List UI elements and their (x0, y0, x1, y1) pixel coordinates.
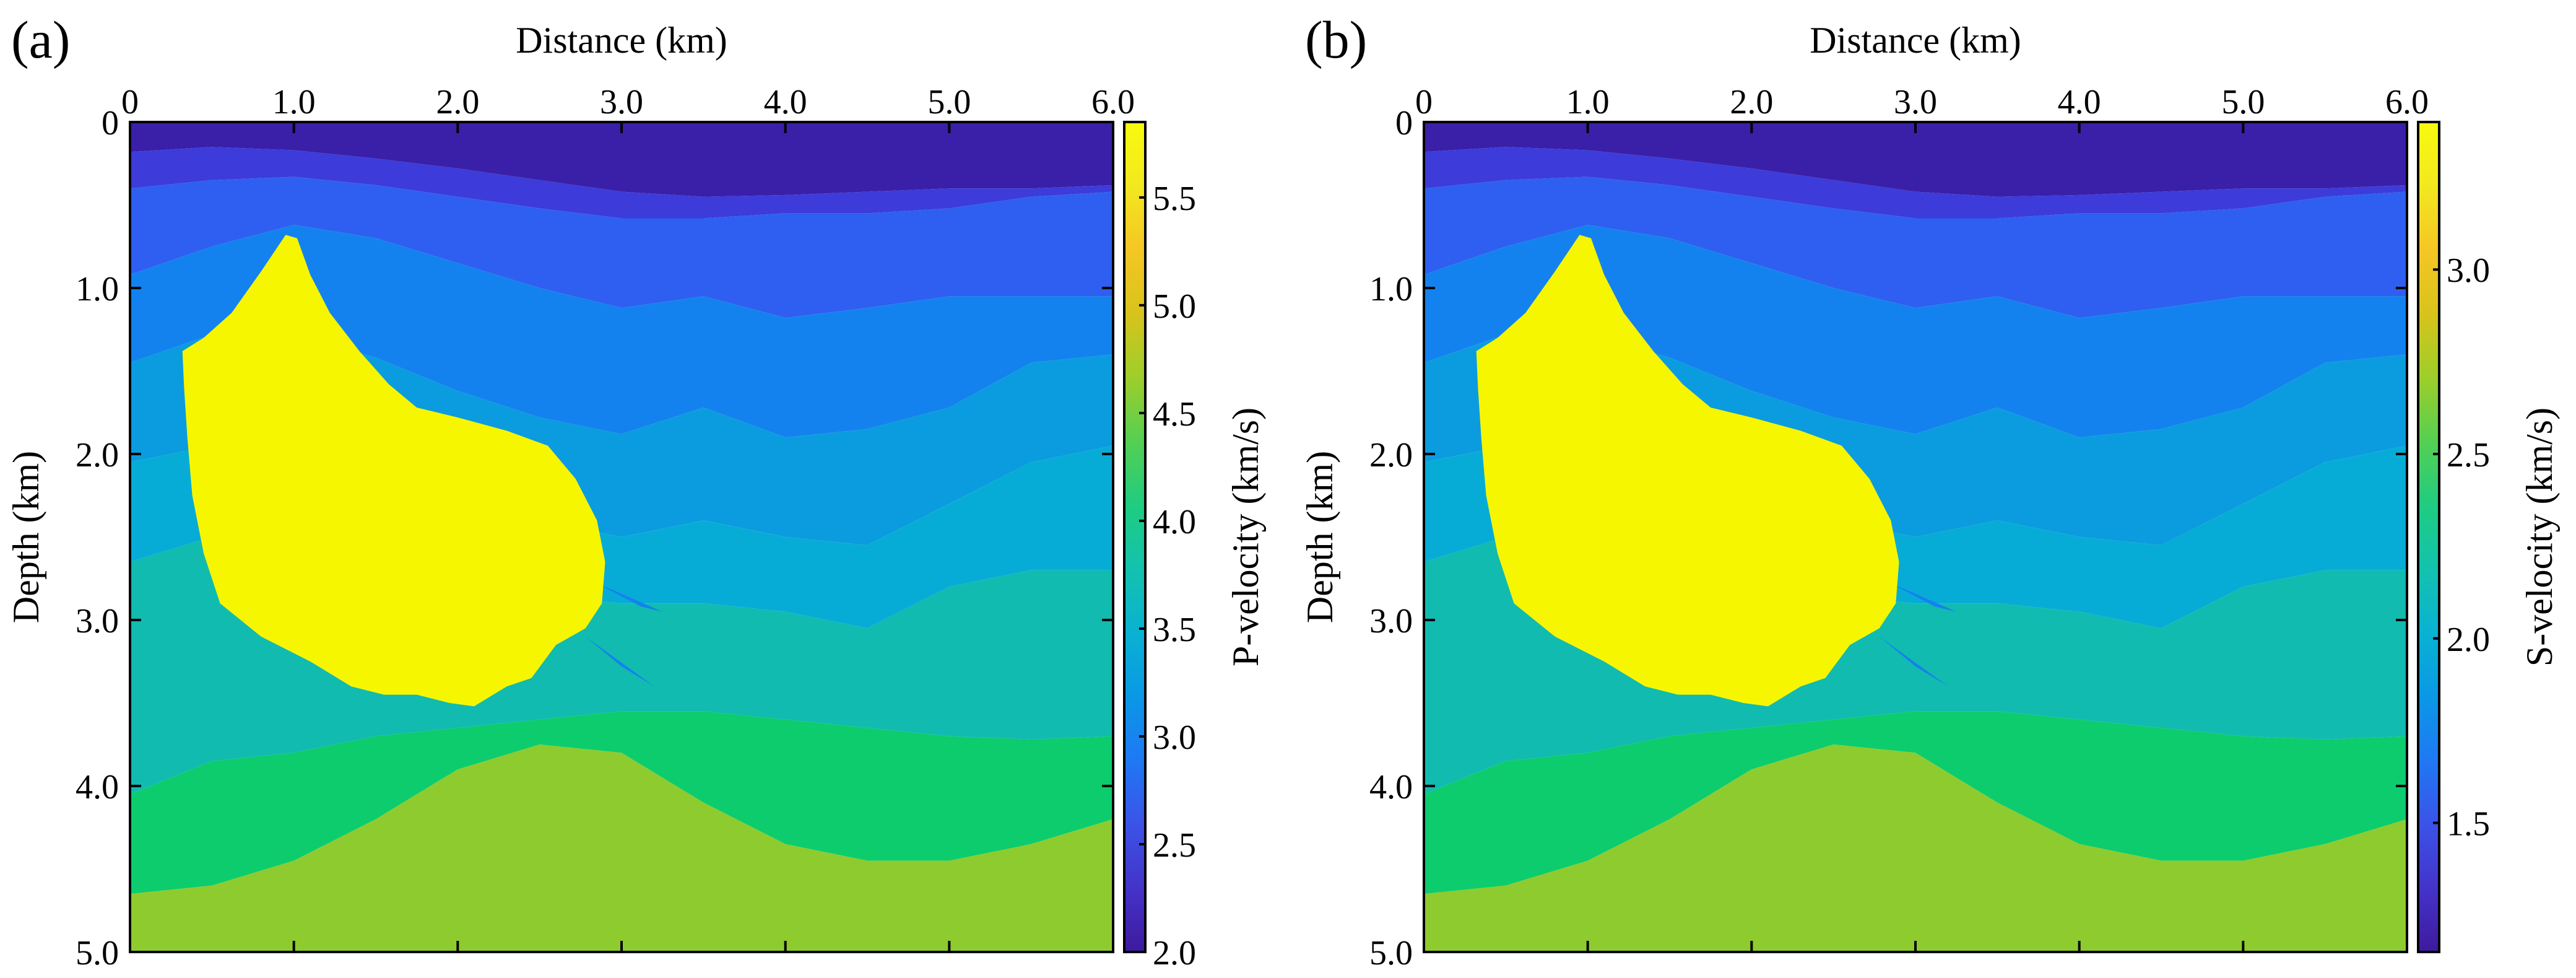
velocity-layer (1424, 225, 2407, 438)
x-axis-title: Distance (km) (516, 20, 727, 61)
colorbar-fill (1124, 122, 1145, 952)
x-tick-label: 6.0 (1091, 83, 1135, 121)
x-tick-label: 2.0 (1730, 83, 1773, 121)
colorbar-frame (2417, 121, 2440, 953)
colorbar-tick-label: 3.5 (1153, 611, 1196, 649)
colorbar-tick-label: 5.5 (1153, 180, 1196, 218)
colorbar-title: P-velocity (km/s) (1225, 408, 1266, 666)
x-axis-ticks: 0 1.0 2.0 3.0 4.0 5.0 6.0 (121, 83, 1135, 952)
colorbar-tick-label: 1.5 (2447, 805, 2490, 844)
x-axis-title: Distance (km) (1810, 20, 2021, 61)
x-tick-label: 5.0 (927, 83, 971, 121)
velocity-layer (1424, 711, 2407, 894)
y-tick-label: 3.0 (76, 602, 119, 640)
y-axis-title: Depth (km) (1299, 451, 1340, 623)
x-tick-label: 4.0 (764, 83, 807, 121)
y-tick-label: 5.0 (76, 934, 119, 972)
colorbar-tick-label: 2.0 (1153, 934, 1196, 972)
x-tick-label: 0 (121, 83, 139, 121)
colorbar-tick-label: 2.5 (1153, 826, 1196, 865)
y-tick-label: 4.0 (1369, 768, 1413, 806)
thin-layer (1891, 583, 1957, 612)
y-tick-label: 0 (1395, 104, 1413, 142)
panel-b: (b) 0 1.0 2.0 3.0 4.0 5.0 6.0 0 1.0 2.0 3.0 4.0 5.0… (1294, 0, 2576, 978)
panel-label: (a) (11, 10, 71, 69)
y-axis-ticks: 0 1.0 2.0 3.0 4.0 5.0 (1369, 104, 2407, 972)
colorbar: 1.5 2.0 2.5 3.0 (2417, 121, 2490, 953)
x-tick-label: 6.0 (2385, 83, 2429, 121)
colorbar-fill (2418, 122, 2439, 952)
x-tick-label: 3.0 (1894, 83, 1937, 121)
panel-a: (a) 0 1.0 2.0 3.0 4.0 5.0 6.0 0 1.0 2.0 3.0 4.0 5.0… (6, 10, 1266, 972)
colorbar-tick-label: 4.0 (1153, 503, 1196, 541)
colorbar-tick-label: 3.0 (2447, 251, 2490, 290)
velocity-layer (130, 177, 1113, 318)
colorbar-tick-label: 3.0 (1153, 718, 1196, 757)
thin-layer (597, 583, 663, 612)
y-tick-label: 0 (102, 104, 119, 142)
y-tick-label: 4.0 (76, 768, 119, 806)
velocity-layer (130, 225, 1113, 438)
colorbar-tick-label: 5.0 (1153, 287, 1196, 326)
velocity-layer (1424, 122, 2407, 197)
velocity-layer (1424, 147, 2407, 219)
velocity-chart: 0 1.0 2.0 3.0 4.0 5.0 6.0 0 1.0 2.0 3.0 4.0 5.0 Dis… (1299, 20, 2560, 972)
x-axis-ticks: 0 1.0 2.0 3.0 4.0 5.0 6.0 (1415, 83, 2429, 952)
y-tick-label: 3.0 (1369, 602, 1413, 640)
colorbar-tick-label: 2.0 (2447, 621, 2490, 659)
velocity-layer (1424, 177, 2407, 318)
x-tick-label: 2.0 (436, 83, 479, 121)
colorbar: 2.0 2.5 3.0 3.5 4.0 4.5 5.0 5.5 (1123, 121, 1196, 972)
y-axis-title: Depth (km) (6, 451, 46, 623)
colorbar-tick-label: 4.5 (1153, 395, 1196, 434)
y-tick-label: 2.0 (76, 436, 119, 474)
velocity-layer (130, 147, 1113, 219)
colorbar-tick-label: 2.5 (2447, 436, 2490, 474)
salt-body (1476, 235, 1899, 707)
panel-label: (b) (1305, 10, 1368, 69)
x-tick-label: 0 (1415, 83, 1433, 121)
velocity-chart: 0 1.0 2.0 3.0 4.0 5.0 6.0 0 1.0 2.0 3.0 4.0 5.0 Dis… (6, 20, 1266, 972)
x-tick-label: 5.0 (2221, 83, 2265, 121)
x-tick-label: 3.0 (600, 83, 643, 121)
y-tick-label: 2.0 (1369, 436, 1413, 474)
x-tick-label: 1.0 (1566, 83, 1610, 121)
velocity-layer (1424, 744, 2407, 952)
velocity-layer (130, 122, 1113, 197)
y-axis-ticks: 0 1.0 2.0 3.0 4.0 5.0 (76, 104, 1113, 972)
x-tick-label: 4.0 (2058, 83, 2101, 121)
y-tick-label: 1.0 (1369, 270, 1413, 308)
y-tick-label: 1.0 (76, 270, 119, 308)
colorbar-frame (1123, 121, 1147, 953)
salt-body (182, 235, 605, 707)
x-tick-label: 1.0 (272, 83, 316, 121)
colorbar-title: S-velocity (km/s) (2519, 408, 2560, 666)
velocity-layer (130, 711, 1113, 894)
y-tick-label: 5.0 (1369, 934, 1413, 972)
velocity-layer (130, 744, 1113, 952)
